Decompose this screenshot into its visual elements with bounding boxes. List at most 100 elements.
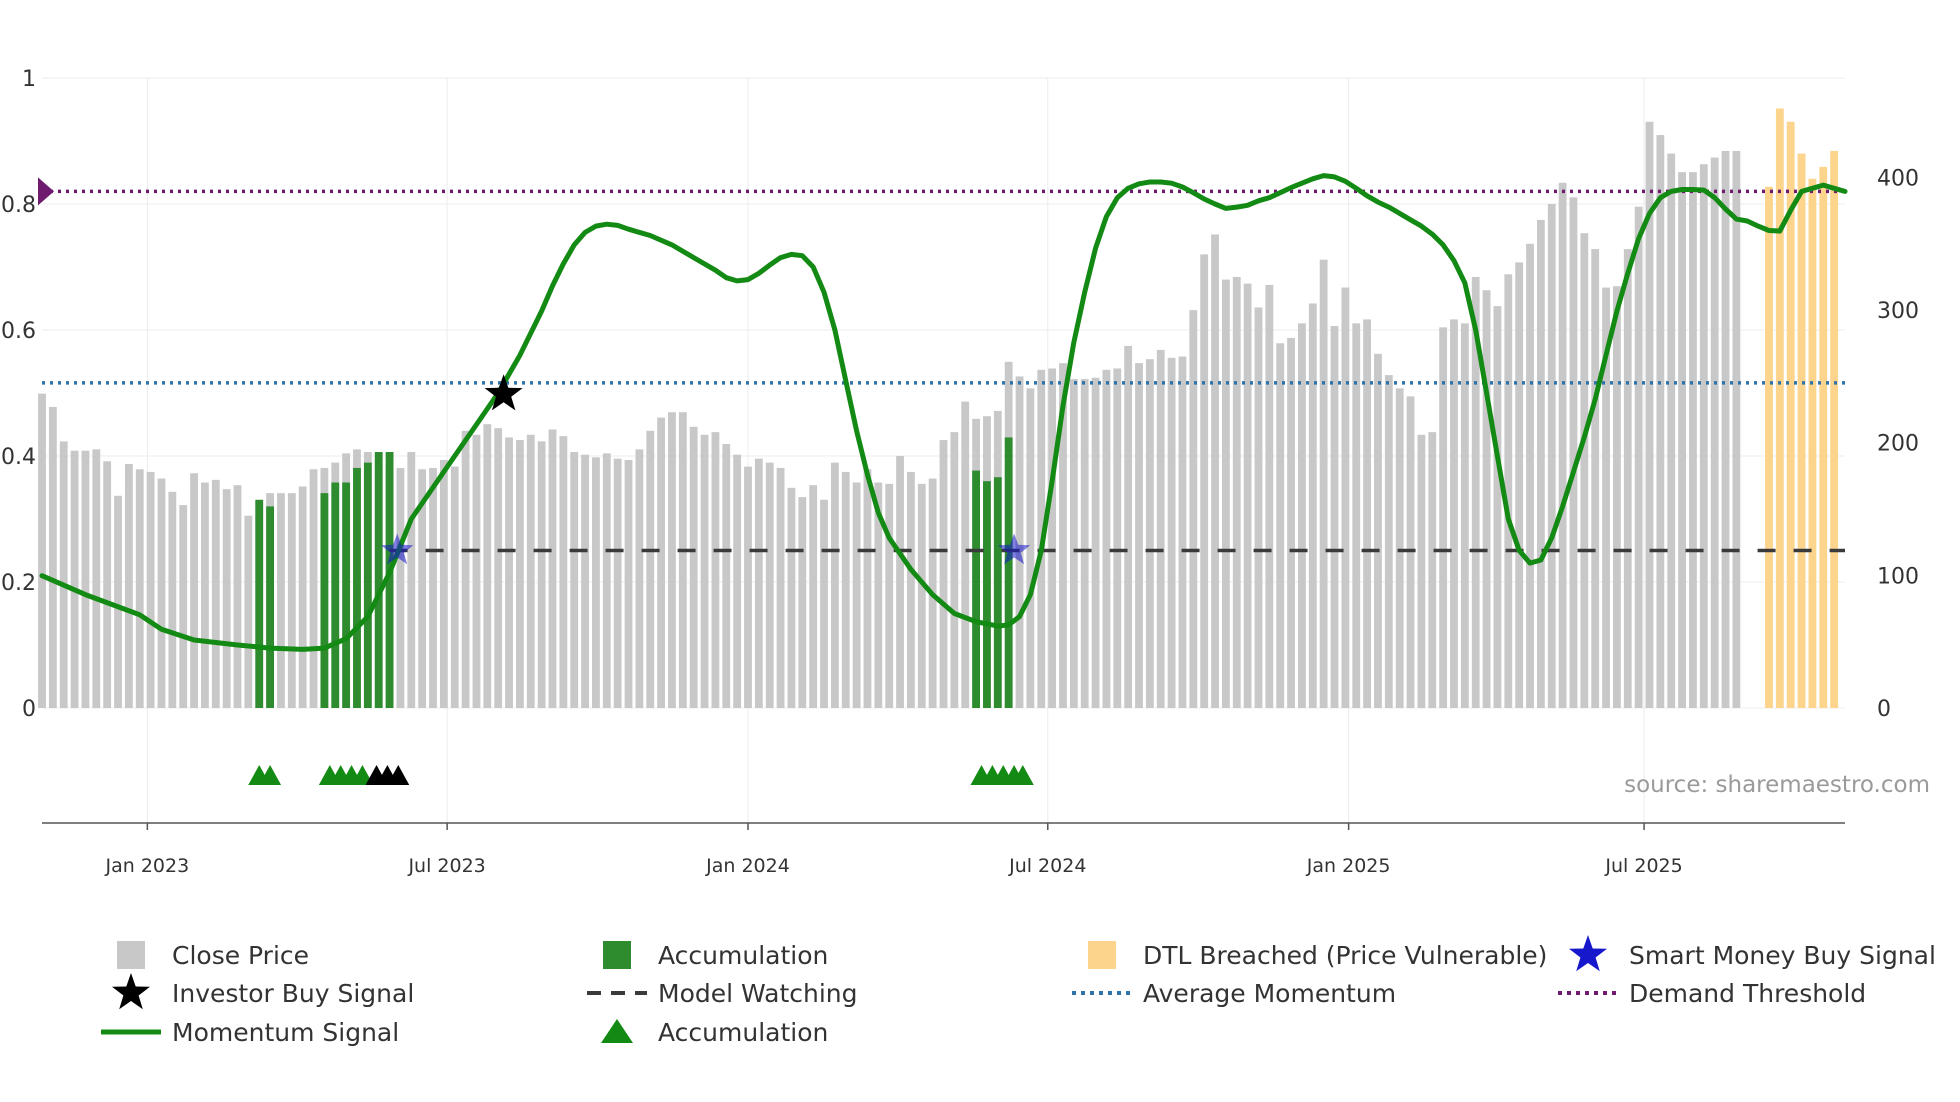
legend-star-investor — [112, 973, 150, 1010]
close-price-bar — [1189, 310, 1198, 708]
close-price-bar — [309, 469, 318, 708]
close-price-bar — [1515, 262, 1524, 708]
close-price-bar — [581, 454, 589, 708]
close-price-bar — [1298, 323, 1306, 708]
close-price-bar — [1069, 379, 1078, 708]
y-left-tick-label: 0.4 — [1, 445, 36, 470]
close-price-bar — [961, 401, 970, 708]
close-price-bar — [494, 428, 503, 708]
y-left-tick-label: 0.2 — [1, 571, 36, 596]
close-price-bar — [135, 469, 144, 708]
close-price-bar — [548, 429, 557, 708]
legend-label: Average Momentum — [1143, 979, 1396, 1008]
close-price-bar — [874, 482, 883, 708]
accumulation-bar — [972, 470, 980, 708]
close-price-bar — [70, 450, 79, 708]
legend-label: Accumulation — [658, 1018, 828, 1047]
close-price-bar — [1558, 182, 1567, 709]
legend-swatch-dtl — [1088, 941, 1116, 969]
close-price-bar — [1591, 249, 1600, 709]
close-price-bar — [1569, 197, 1578, 709]
close-price-bar — [798, 497, 807, 708]
close-price-bar — [114, 495, 122, 708]
legend: Close Price Accumulation DTL Breached (Pri… — [101, 935, 1936, 1047]
close-price-bar — [1319, 259, 1328, 708]
close-price-bar — [1493, 306, 1502, 708]
accumulation-triangle — [259, 765, 282, 785]
close-price-bar — [38, 393, 46, 708]
signal-lines — [39, 173, 1848, 652]
close-price-bar — [396, 467, 405, 708]
close-price-bar — [1363, 319, 1372, 708]
close-price-bar — [483, 424, 492, 708]
legend-label: Momentum Signal — [172, 1018, 399, 1047]
close-price-bar — [809, 485, 818, 708]
close-price-bar — [1167, 357, 1176, 708]
y-left-tick-label: 0.6 — [1, 319, 36, 344]
close-price-bar — [668, 412, 676, 708]
close-price-bar — [244, 515, 253, 708]
close-price-bar — [1417, 434, 1426, 708]
accumulation-bar — [993, 477, 1002, 708]
close-price-bar — [450, 466, 459, 708]
dtl-breached-bar — [1797, 153, 1806, 709]
close-price-bar — [233, 485, 242, 708]
close-price-bar — [157, 478, 166, 708]
close-price-bar — [1710, 157, 1719, 708]
close-price-bar — [939, 440, 948, 708]
close-price-bar — [1026, 388, 1035, 708]
close-price-bar — [1341, 287, 1350, 708]
close-price-bar — [81, 450, 90, 708]
x-tick-label: Jan 2024 — [705, 855, 790, 877]
dtl-breached-bar — [1808, 178, 1817, 709]
close-price-bar — [179, 505, 188, 708]
close-price-bar — [1124, 345, 1133, 708]
close-price-bar — [1667, 153, 1676, 709]
x-tick-label: Jul 2023 — [407, 855, 485, 877]
close-price-bar — [820, 499, 828, 708]
accumulation-bar — [331, 482, 340, 708]
legend-label: Smart Money Buy Signal — [1629, 941, 1936, 970]
close-price-bar — [298, 486, 307, 708]
accumulation-bar — [1004, 437, 1013, 708]
accumulation-bar — [385, 452, 394, 708]
legend-triangle-accumulation — [601, 1019, 633, 1043]
legend-star-smart — [1569, 935, 1607, 972]
close-price-bar — [700, 434, 709, 708]
close-price-bar — [1080, 379, 1089, 708]
close-price-bar — [787, 487, 796, 708]
momentum-signal-line — [39, 173, 1848, 652]
close-price-bar — [103, 461, 112, 708]
y-left-tick-label: 1 — [22, 67, 36, 92]
close-price-bar — [852, 482, 861, 708]
dtl-breached-bar — [1786, 121, 1795, 708]
close-price-bar — [1352, 323, 1361, 708]
close-price-bar — [1308, 303, 1317, 708]
close-price-bar — [1113, 368, 1122, 708]
accumulation-bar — [320, 493, 329, 708]
close-price-bar — [950, 432, 959, 708]
close-price-bar — [1645, 121, 1654, 708]
close-price-bar — [190, 473, 198, 708]
close-price-bar — [92, 449, 101, 708]
y-left-tick-label: 0 — [22, 697, 36, 722]
close-price-bar — [1428, 432, 1437, 708]
close-price-bar — [1395, 388, 1404, 708]
close-price-bar — [559, 436, 568, 708]
close-price-bar — [635, 449, 644, 708]
close-price-bar — [689, 426, 698, 708]
close-price-bar — [1482, 290, 1491, 708]
close-price-bar — [1276, 343, 1285, 708]
close-price-bar — [1634, 206, 1643, 708]
close-price-bar — [678, 412, 687, 708]
close-price-bar — [646, 430, 655, 708]
close-price-bar — [1265, 284, 1274, 708]
close-price-bar — [1732, 150, 1741, 708]
close-price-bar — [570, 452, 579, 708]
close-price-bar — [1135, 363, 1143, 708]
close-price-bar — [1384, 375, 1393, 708]
smart-money-buy-star — [381, 533, 414, 565]
close-price-bar — [624, 459, 633, 708]
dtl-breached-bar — [1775, 108, 1784, 709]
close-price-bar — [657, 417, 666, 708]
